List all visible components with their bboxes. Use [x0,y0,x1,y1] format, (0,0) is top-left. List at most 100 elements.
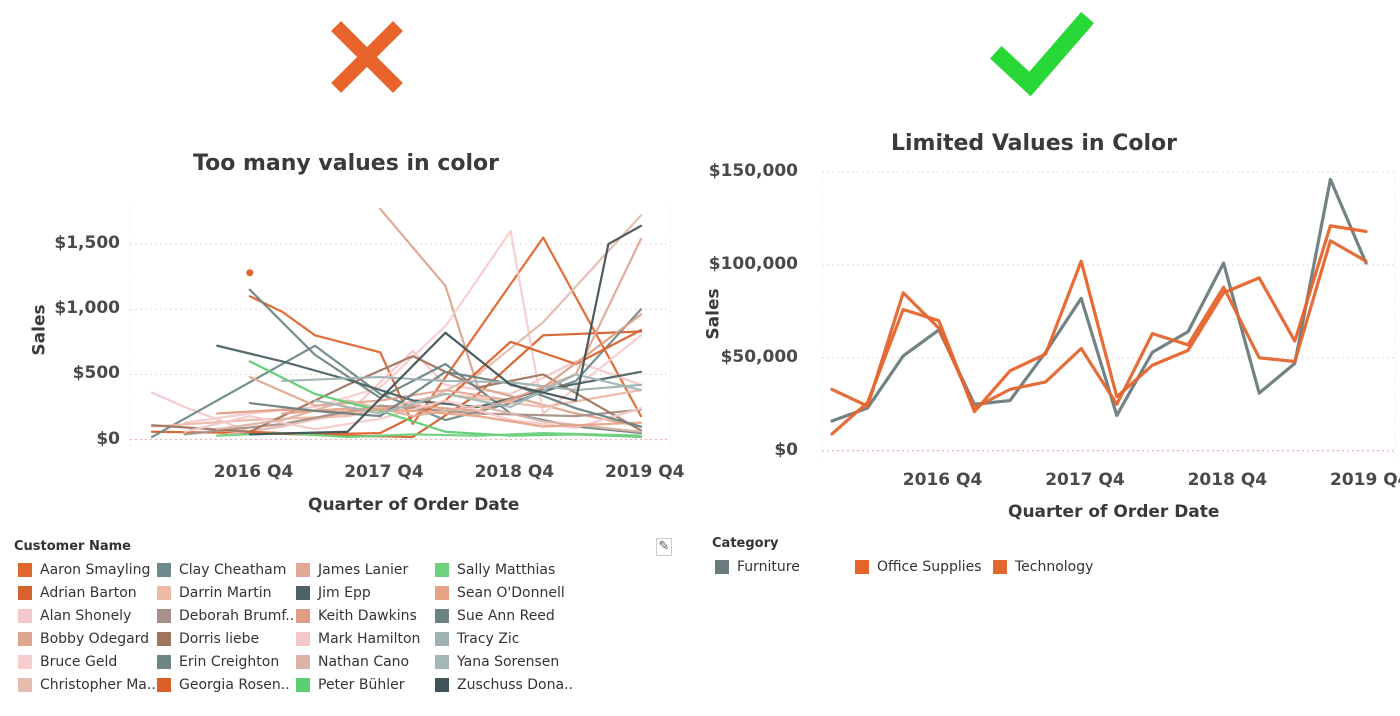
legend-label: Erin Creighton [179,654,280,670]
series-line-tracy-zic[interactable] [281,375,643,392]
legend-label: Yana Sorensen [457,654,560,670]
series-line-zuschuss-dona[interactable] [248,224,643,436]
left-x-axis-title: Quarter of Order Date [308,495,520,515]
right-y-axis-title: Sales [703,288,724,340]
legend-item-christopher-ma[interactable]: Christopher Ma.. [18,675,156,695]
legend-item-darrin-martin[interactable]: Darrin Martin [157,583,272,603]
legend-swatch [18,655,32,669]
legend-item-clay-cheatham[interactable]: Clay Cheatham [157,560,286,580]
legend-label: Alan Shonely [40,608,132,624]
left-x-tick-label: 2019 Q4 [605,462,685,482]
legend-swatch [157,632,171,646]
right-x-tick-label: 2017 Q4 [1045,470,1125,490]
legend-swatch [157,609,171,623]
legend-item-deborah-brumf[interactable]: Deborah Brumf.. [157,606,294,626]
right-x-tick-label: 2018 Q4 [1187,470,1268,490]
legend-label: Bobby Odegard [40,631,150,647]
legend-item-jim-epp[interactable]: Jim Epp [296,583,371,603]
legend-label: Office Supplies [877,559,982,575]
left-x-tick-label: 2017 Q4 [344,462,424,482]
legend-label: Clay Cheatham [179,562,287,578]
right-y-tick-label: $0 [774,439,798,460]
legend-item-alan-shonely[interactable]: Alan Shonely [18,606,131,626]
legend-swatch [157,678,171,692]
series-line-erin-creighton[interactable] [248,288,643,435]
right-legend-title: Category [712,536,779,551]
legend-label: Bruce Geld [40,654,118,670]
legend-item-technology[interactable]: Technology [993,557,1093,577]
legend-item-bobby-odegard[interactable]: Bobby Odegard [18,629,149,649]
left-x-tick-label: 2016 Q4 [213,462,294,482]
series-line-sue-ann-reed[interactable] [248,370,643,428]
left-y-tick-label: $1,500 [54,233,120,254]
legend-swatch [157,655,171,669]
legend-label: Aaron Smayling [40,562,151,578]
legend-swatch [157,586,171,600]
legend-label: Zuschuss Dona.. [457,677,573,693]
series-line-technology[interactable] [830,239,1368,410]
legend-label: Dorris liebe [179,631,260,647]
data-point[interactable] [246,269,254,277]
legend-item-sue-ann-reed[interactable]: Sue Ann Reed [435,606,555,626]
series-line-nathan-cano[interactable] [216,399,643,433]
right-y-tick-label: $50,000 [720,346,798,367]
series-line-yana-sorensen[interactable] [313,373,643,415]
series-line-furniture[interactable] [830,177,1368,423]
legend-swatch [296,609,310,623]
legend-item-nathan-cano[interactable]: Nathan Cano [296,652,409,672]
legend-swatch [18,632,32,646]
left-plot-area [129,205,671,450]
legend-item-erin-creighton[interactable]: Erin Creighton [157,652,279,672]
legend-item-sean-o-donnell[interactable]: Sean O'Donnell [435,583,565,603]
legend-label: Christopher Ma.. [40,677,156,693]
legend-label: James Lanier [318,562,409,578]
legend-item-james-lanier[interactable]: James Lanier [296,560,408,580]
right-y-tick-label: $100,000 [708,253,798,274]
series-line-aaron-smayling[interactable] [248,236,643,426]
check-icon [989,12,1094,97]
legend-label: Peter Bühler [318,677,405,693]
legend-label: Mark Hamilton [318,631,421,647]
legend-label: Technology [1015,559,1094,575]
legend-label: Adrian Barton [40,585,137,601]
legend-label: Keith Dawkins [318,608,417,624]
pencil-icon[interactable]: ✎ [656,538,672,556]
legend-item-keith-dawkins[interactable]: Keith Dawkins [296,606,417,626]
legend-item-peter-b-hler[interactable]: Peter Bühler [296,675,404,695]
series-line-office-supplies[interactable] [830,224,1368,436]
left-legend-title: Customer Name [14,539,131,554]
legend-item-mark-hamilton[interactable]: Mark Hamilton [296,629,420,649]
legend-item-aaron-smayling[interactable]: Aaron Smayling [18,560,150,580]
legend-label: Sally Matthias [457,562,556,578]
legend-label: Tracy Zic [457,631,520,647]
left-chart: Too many values in color Sales Quarter o… [14,151,685,695]
legend-item-georgia-rosen[interactable]: Georgia Rosen.. [157,675,290,695]
legend-swatch [157,563,171,577]
legend-item-furniture[interactable]: Furniture [715,557,800,577]
right-x-tick-label: 2016 Q4 [902,470,983,490]
cross-icon [331,21,403,93]
series-line-adrian-barton[interactable] [150,330,643,439]
left-y-tick-label: $0 [96,428,120,449]
legend-swatch [435,655,449,669]
series-line-sean-o-donnell[interactable] [281,407,643,428]
right-chart: Limited Values in Color Sales Quarter of… [700,0,1400,716]
legend-item-sally-matthias[interactable]: Sally Matthias [435,560,555,580]
legend-item-office-supplies[interactable]: Office Supplies [855,557,982,577]
legend-swatch [435,678,449,692]
legend-swatch [435,563,449,577]
left-y-tick-label: $1,000 [54,298,120,319]
legend-item-zuschuss-dona[interactable]: Zuschuss Dona.. [435,675,573,695]
legend-item-adrian-barton[interactable]: Adrian Barton [18,583,137,603]
legend-item-tracy-zic[interactable]: Tracy Zic [435,629,519,649]
legend-item-dorris-liebe[interactable]: Dorris liebe [157,629,259,649]
legend-swatch [296,563,310,577]
legend-swatch [435,609,449,623]
left-x-tick-label: 2018 Q4 [474,462,555,482]
legend-label: Sue Ann Reed [457,608,555,624]
legend-item-yana-sorensen[interactable]: Yana Sorensen [435,652,559,672]
legend-item-bruce-geld[interactable]: Bruce Geld [18,652,117,672]
series-line-clay-cheatham[interactable] [150,308,643,439]
series-line-keith-dawkins[interactable] [216,313,643,415]
series-line-alan-shonely[interactable] [150,349,643,433]
